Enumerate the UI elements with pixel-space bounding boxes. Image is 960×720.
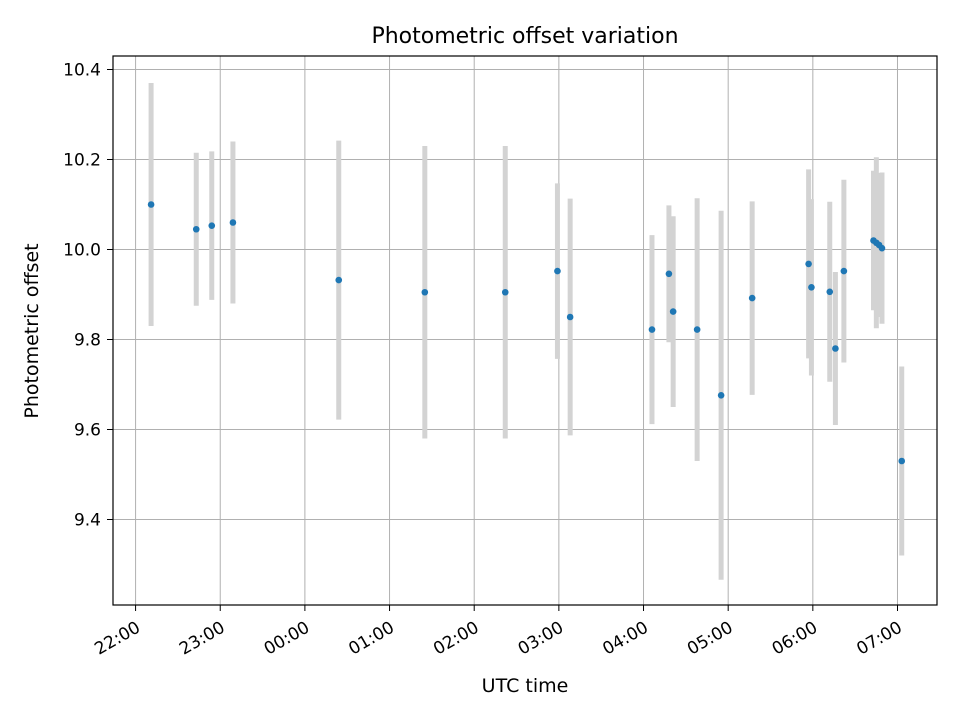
data-point <box>748 294 756 302</box>
y-tick-label: 10.4 <box>63 61 101 81</box>
data-point <box>208 222 216 229</box>
x-tick-label: 06:00 <box>769 618 821 660</box>
data-point <box>693 326 701 333</box>
x-axis-ticks: 22:00 23:00 00:00 01:00 02:00 03:00 04:00 05:00… <box>91 605 906 660</box>
y-axis-ticks: 9.4 9.6 9.8 10.0 10.2 10.4 <box>63 61 113 531</box>
x-tick-label: 03:00 <box>515 618 567 660</box>
y-tick-label: 9.8 <box>74 331 101 351</box>
data-point <box>669 308 677 315</box>
data-point <box>501 288 509 296</box>
x-axis-label: UTC time <box>482 675 569 697</box>
data-point <box>805 260 812 268</box>
data-point <box>832 345 839 352</box>
data-point <box>840 267 848 275</box>
x-tick-label: 00:00 <box>261 618 313 660</box>
data-point <box>826 288 834 296</box>
data-point <box>808 284 815 291</box>
x-tick-label: 23:00 <box>176 618 228 660</box>
error-bars <box>148 83 905 580</box>
data-point <box>665 270 673 278</box>
data-point <box>717 392 725 399</box>
data-point <box>147 201 155 208</box>
data-points <box>147 201 906 465</box>
x-tick-label: 04:00 <box>599 618 651 660</box>
data-point <box>898 457 906 465</box>
y-tick-label: 9.4 <box>74 511 101 531</box>
x-tick-label: 22:00 <box>91 618 143 660</box>
x-tick-label: 07:00 <box>853 618 905 660</box>
y-tick-label: 10.0 <box>63 241 101 261</box>
data-point <box>421 288 429 296</box>
data-point <box>566 313 574 321</box>
chart-title: Photometric offset variation <box>371 24 678 49</box>
data-point <box>229 219 237 226</box>
x-tick-label: 01:00 <box>345 618 397 660</box>
y-tick-label: 9.6 <box>74 421 101 441</box>
data-point <box>554 267 561 275</box>
data-point <box>192 225 200 233</box>
x-tick-label: 02:00 <box>430 618 482 660</box>
y-axis-label: Photometric offset <box>21 243 43 418</box>
data-point <box>878 244 886 252</box>
data-point <box>335 276 343 284</box>
plot-frame <box>112 55 938 606</box>
x-tick-label: 05:00 <box>684 618 736 660</box>
y-tick-label: 10.2 <box>63 151 101 171</box>
data-point <box>648 326 656 333</box>
